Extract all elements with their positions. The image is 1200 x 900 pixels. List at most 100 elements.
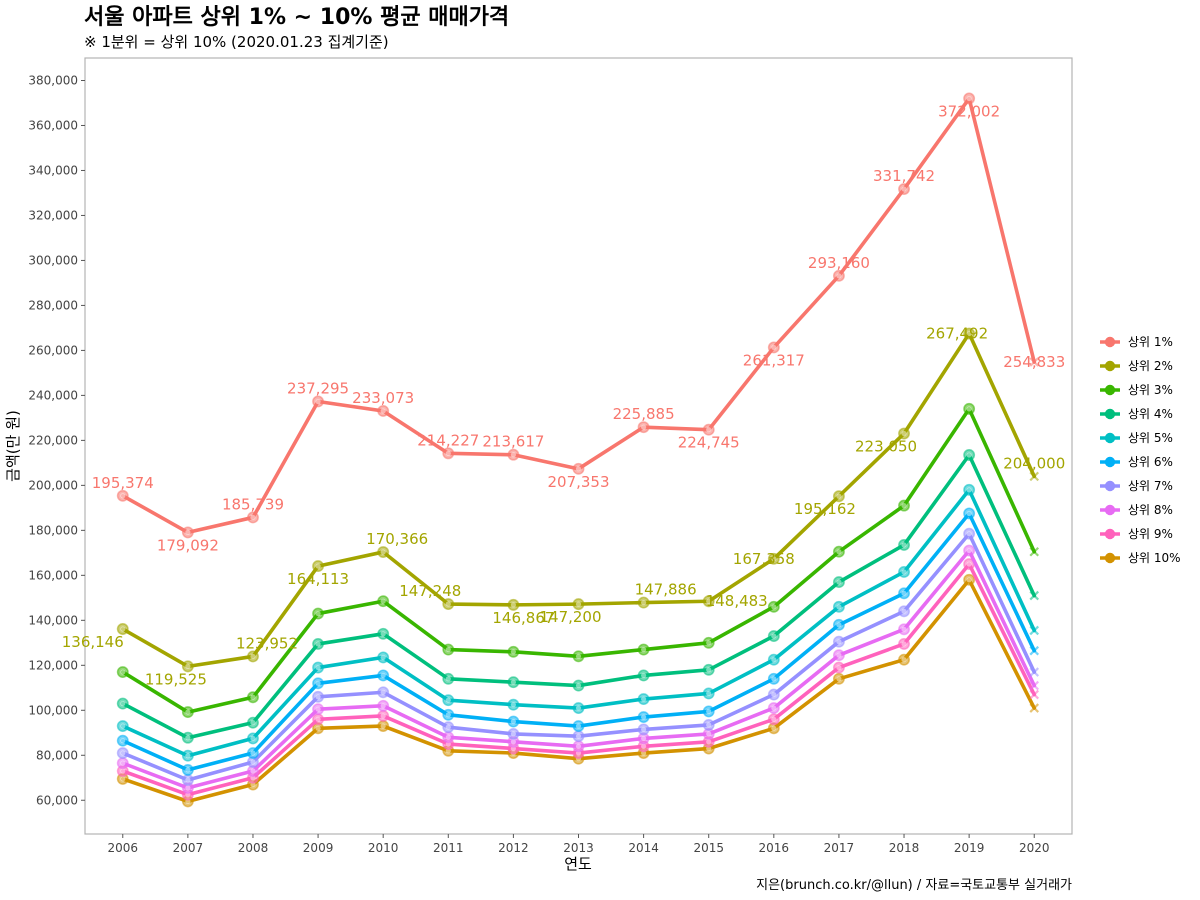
data-point (181, 706, 194, 719)
data-label: 213,617 (482, 433, 544, 451)
data-point (442, 447, 455, 460)
legend-item-7[interactable]: 상위 7% (1100, 479, 1173, 493)
data-point (312, 703, 325, 716)
data-label: 147,200 (539, 608, 601, 626)
data-point-highlight (966, 95, 972, 102)
data-point-highlight (120, 626, 126, 632)
data-point-highlight (771, 633, 777, 639)
data-point (312, 607, 325, 620)
data-point (637, 723, 650, 736)
data-point-highlight (445, 601, 451, 607)
data-point-highlight (575, 466, 582, 472)
chart-caption: 지은(brunch.co.kr/@llun) / 자료=국토교통부 실거래가 (756, 878, 1072, 893)
data-point-highlight (315, 398, 321, 405)
data-point-highlight (706, 598, 712, 604)
data-point-highlight (250, 768, 256, 774)
data-point (116, 720, 129, 732)
data-point (637, 643, 650, 656)
data-point-highlight (315, 610, 321, 617)
y-tick-label: 140,000 (28, 613, 78, 627)
y-tick-label: 100,000 (28, 703, 78, 717)
data-point (898, 605, 910, 618)
data-point-highlight (445, 646, 451, 653)
data-label: 233,073 (352, 389, 414, 407)
legend-key-point (1104, 552, 1116, 564)
data-point (963, 92, 976, 105)
data-point (442, 643, 455, 656)
data-point-highlight (575, 682, 582, 689)
data-point (832, 545, 845, 558)
data-point-highlight (510, 739, 516, 745)
legend-key-point (1104, 528, 1116, 540)
data-label: 224,745 (678, 434, 740, 452)
data-point-highlight (901, 641, 907, 647)
data-point-highlight (706, 690, 712, 697)
x-tick-label: 2008 (238, 841, 269, 855)
data-label: 147,248 (399, 582, 461, 600)
data-point-highlight (315, 706, 321, 712)
data-point-highlight (510, 602, 516, 608)
legend-item-2[interactable]: 상위 2% (1100, 359, 1173, 373)
data-point-highlight (771, 604, 777, 610)
legend-key-point (1104, 480, 1116, 492)
data-point-highlight (120, 768, 126, 774)
data-point (963, 449, 976, 461)
data-point-highlight (445, 712, 451, 718)
legend-item-4[interactable]: 상위 4% (1100, 407, 1173, 421)
data-label: 214,227 (417, 431, 479, 449)
data-point-highlight (445, 697, 451, 703)
data-point (507, 727, 520, 740)
y-tick-label: 240,000 (28, 388, 78, 402)
y-tick-label: 60,000 (36, 793, 78, 807)
legend-item-1[interactable]: 상위 1% (1100, 335, 1173, 349)
data-point-highlight (510, 731, 516, 737)
data-point (116, 734, 129, 747)
data-point (898, 539, 910, 551)
data-point (832, 635, 845, 648)
data-point-highlight (380, 689, 386, 695)
data-point-highlight (706, 427, 712, 433)
y-tick-label: 280,000 (28, 298, 78, 312)
data-label: 254,833 (1003, 353, 1065, 371)
data-label: 261,317 (743, 351, 805, 369)
data-point (572, 720, 585, 732)
data-point-cross (1029, 590, 1040, 601)
data-label: 225,885 (613, 405, 675, 423)
y-tick-label: 180,000 (28, 523, 78, 537)
legend-item-9[interactable]: 상위 9% (1100, 527, 1173, 541)
data-point (247, 511, 259, 524)
data-label: 204,000 (1003, 454, 1065, 472)
data-point (312, 661, 325, 674)
data-point-cross (1029, 667, 1040, 677)
data-point-highlight (575, 601, 582, 607)
data-point (767, 713, 780, 726)
legend-item-3[interactable]: 상위 3% (1100, 383, 1173, 397)
data-point-highlight (250, 750, 256, 756)
legend-item-10[interactable]: 상위 10% (1100, 551, 1181, 565)
legend-item-6[interactable]: 상위 6% (1100, 455, 1173, 469)
data-point-highlight (380, 723, 386, 729)
data-label: 146,867 (492, 609, 554, 627)
legend-key-point (1104, 456, 1116, 468)
data-point (898, 183, 910, 195)
data-point-highlight (445, 676, 451, 682)
legend-item-8[interactable]: 상위 8% (1100, 503, 1173, 517)
data-label: 223,050 (855, 438, 917, 456)
data-label: 136,146 (62, 633, 124, 651)
data-point-highlight (120, 738, 126, 744)
data-point (116, 697, 129, 710)
legend-label: 상위 2% (1128, 359, 1173, 373)
x-axis: 2006 2007 2008 2009 2010 2011 2012 2013 2014 2015… (107, 834, 1050, 855)
data-point-highlight (641, 424, 647, 430)
data-point-highlight (185, 735, 191, 741)
legend-key-point (1104, 360, 1116, 372)
legend[interactable]: 상위 1% 상위 2% 상위 3% 상위 4% 상위 5% 상위 6% 상위 7% 상위 8%… (1100, 335, 1181, 565)
data-point-highlight (966, 452, 972, 458)
data-point-highlight (445, 734, 451, 740)
data-point-highlight (706, 731, 712, 737)
data-point (377, 669, 390, 682)
legend-item-5[interactable]: 상위 5% (1100, 431, 1173, 445)
data-label: 237,295 (287, 379, 349, 397)
data-point (377, 699, 390, 712)
data-point-highlight (380, 713, 386, 719)
